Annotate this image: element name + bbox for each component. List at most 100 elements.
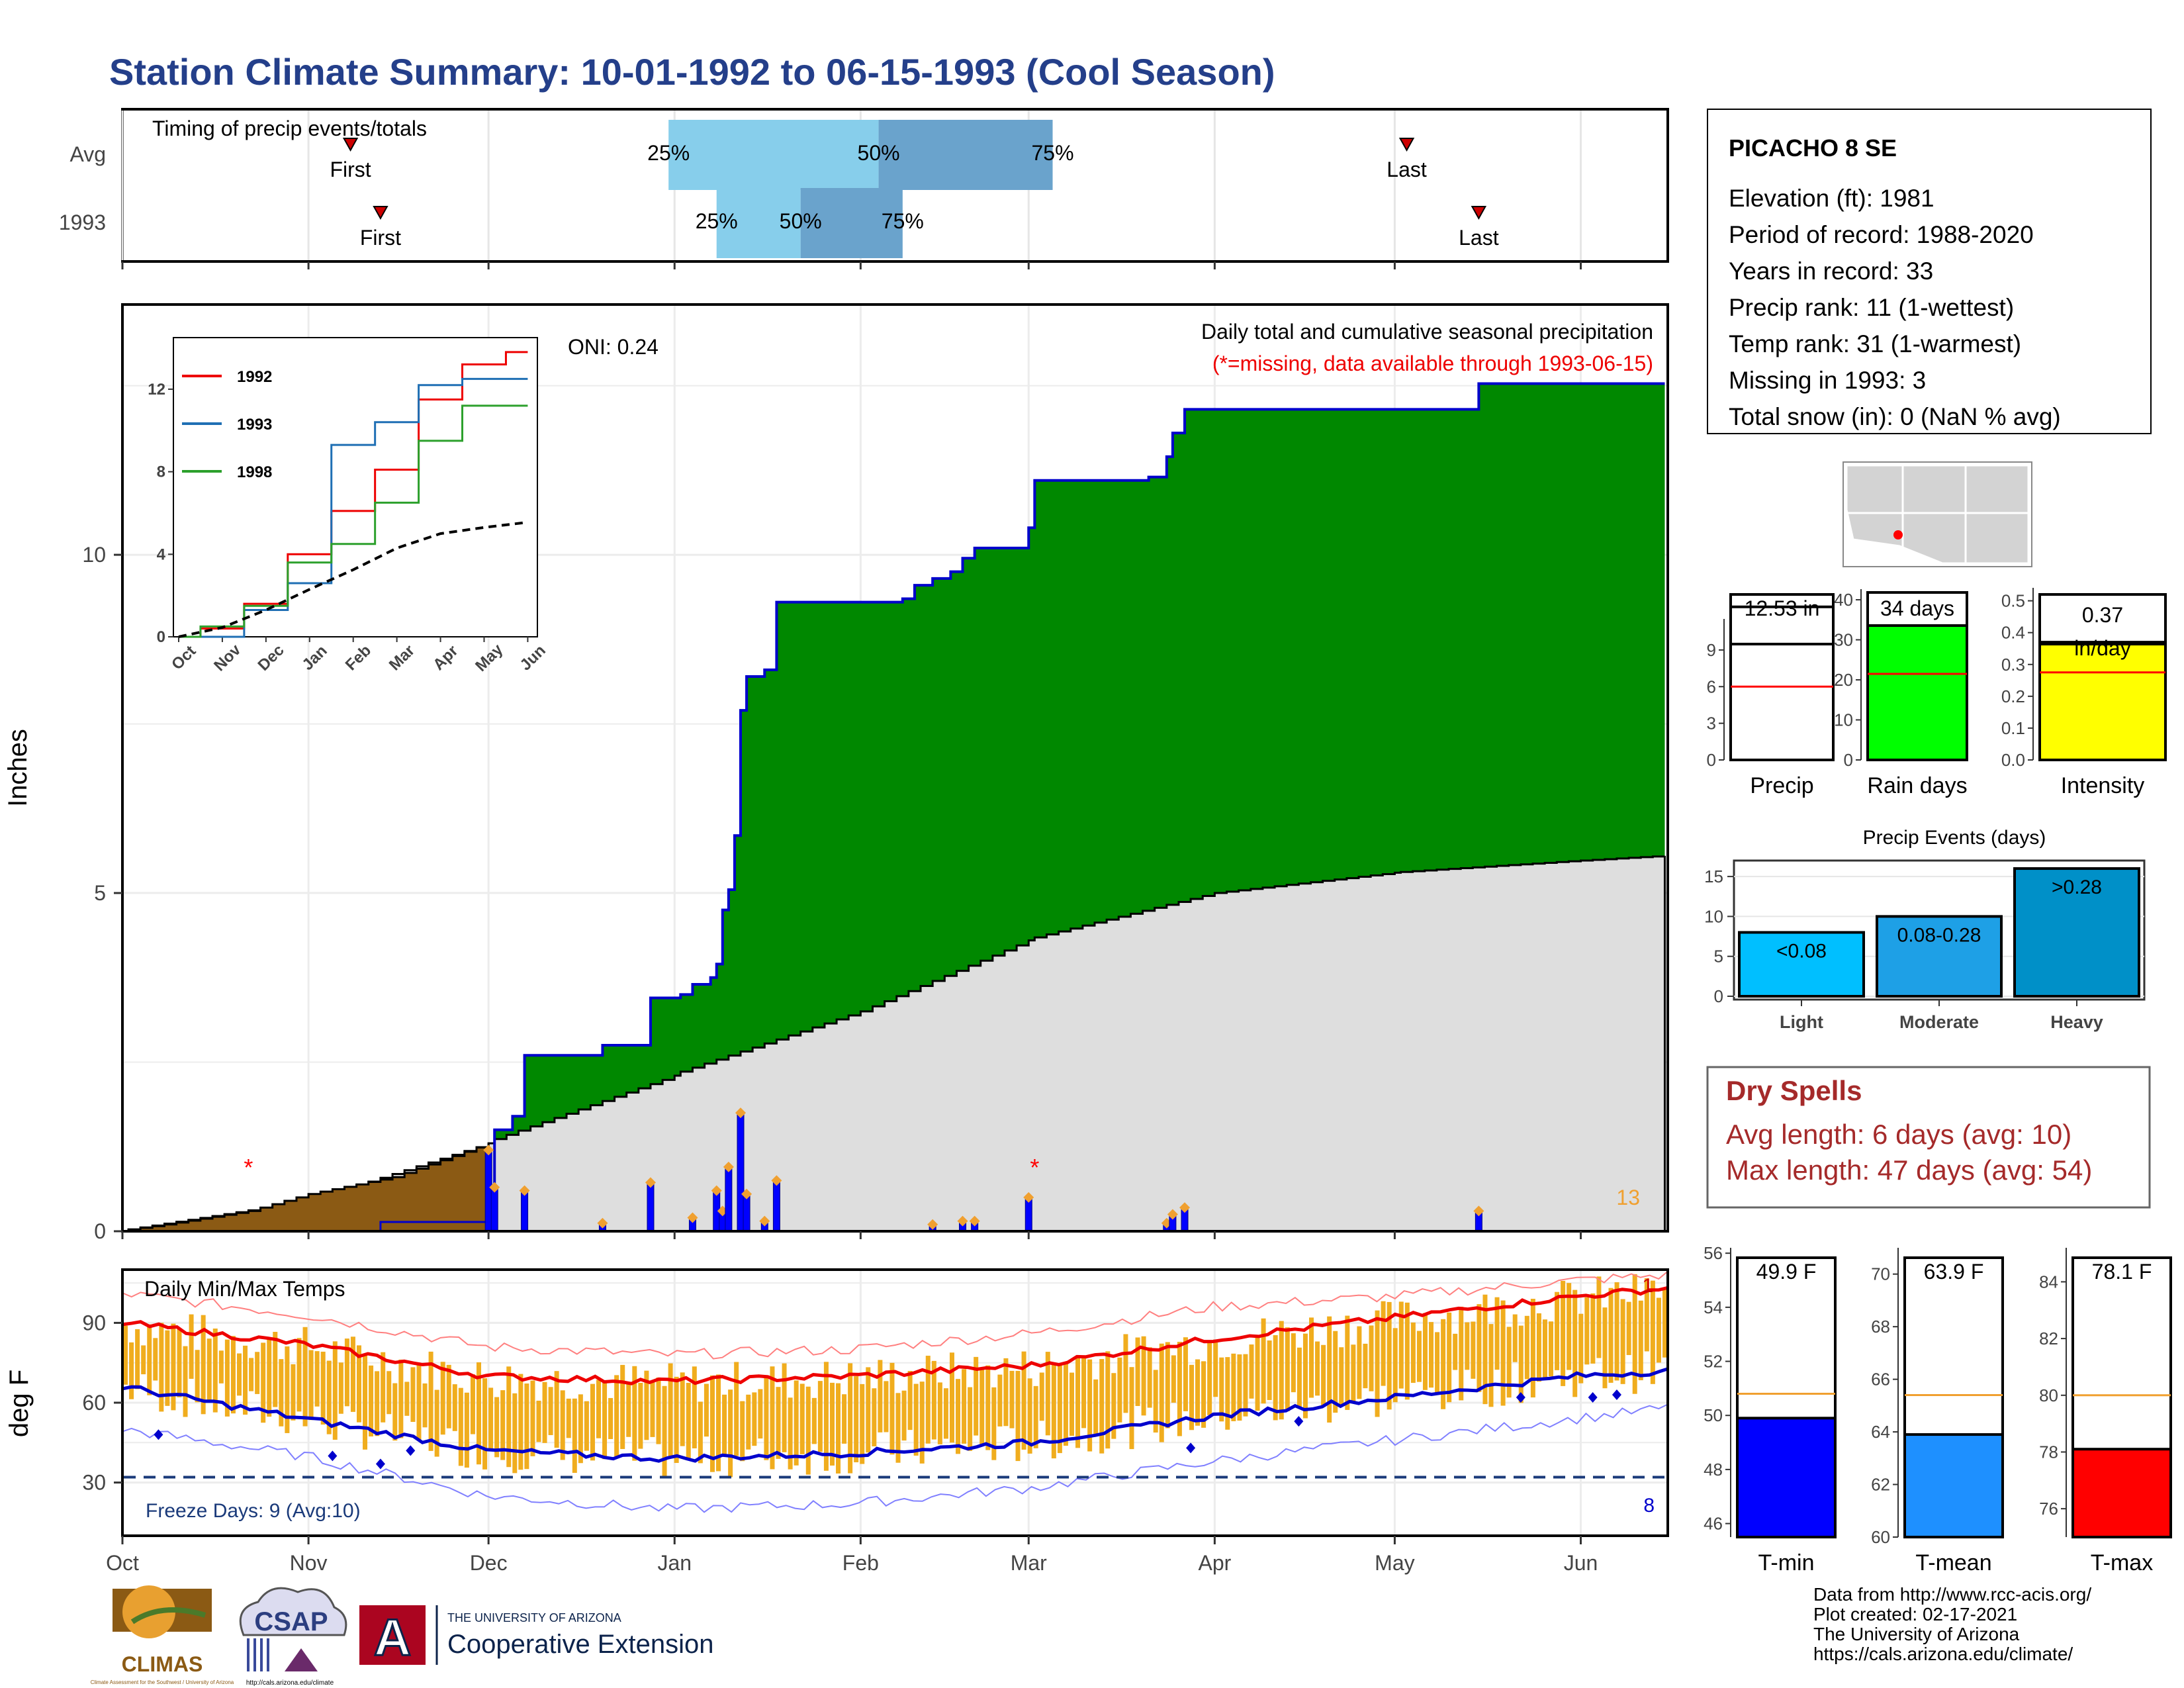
daily-temp-bar [1135, 1337, 1140, 1406]
daily-temp-bar [805, 1386, 811, 1475]
daily-temp-bar [1207, 1341, 1212, 1415]
events-tick-label: 5 [1714, 947, 1723, 966]
daily-temp-bar [494, 1397, 500, 1458]
temp-y-tick-label: 30 [82, 1471, 106, 1495]
mini-temp-tick-label: 50 [1704, 1405, 1723, 1425]
record-low-marker [328, 1450, 338, 1462]
daily-temp-bar [686, 1383, 691, 1461]
daily-precip-marker [597, 1217, 608, 1229]
daily-temp-bar [398, 1359, 404, 1438]
station-name: PICACHO 8 SE [1729, 134, 1897, 162]
daily-temp-bar [1375, 1310, 1380, 1417]
station-line: Period of record: 1988-2020 [1729, 221, 2034, 248]
daily-temp-bar [674, 1376, 679, 1464]
daily-temp-bar [476, 1362, 481, 1465]
daily-temp-bar [1003, 1358, 1009, 1427]
daily-temp-bar [1201, 1361, 1206, 1428]
daily-temp-bar [129, 1342, 134, 1399]
daily-temp-bar [1626, 1301, 1631, 1356]
timing-marks: 25% 50% 75% First Last 25% 50% 75% First Last [330, 120, 1499, 258]
month-tick-label: Jan [657, 1551, 692, 1575]
month-tick-label: Nov [290, 1551, 328, 1575]
mini-temp-bar [1903, 1433, 2004, 1539]
ua-cooperative-extension-logo: A THE UNIVERSITY OF ARIZONA Cooperative … [359, 1605, 713, 1667]
precip-layers [122, 382, 1666, 1233]
event-count-label: 13 [1616, 1186, 1640, 1209]
daily-temp-bar [452, 1384, 457, 1431]
station-line: Total snow (in): 0 (NaN % avg) [1729, 403, 2061, 430]
climas-wordmark: CLIMAS [122, 1652, 203, 1676]
daily-temp-bar [1369, 1325, 1374, 1391]
daily-temp-bar [799, 1383, 805, 1454]
q75-label: 75% [1032, 141, 1074, 165]
cumulative-precip-line [488, 382, 1665, 1233]
daily-precip-marker [927, 1219, 938, 1230]
daily-precip-marker [711, 1185, 722, 1196]
page-title: Station Climate Summary: 10-01-1992 to 0… [109, 51, 1275, 93]
avg-tmax-line [122, 1286, 1668, 1385]
daily-temp-bar [1608, 1288, 1614, 1383]
mini-precip-tick-label: 0.1 [2001, 718, 2025, 738]
ua-a-letter: A [374, 1608, 411, 1666]
daily-precip-bar [743, 1194, 751, 1232]
daily-temp-bar [530, 1380, 535, 1456]
month-tick-label: Feb [842, 1551, 879, 1575]
q50-label: 50% [858, 141, 900, 165]
daily-temp-bar [488, 1387, 494, 1452]
mini-temp-tick-label: 70 [1871, 1264, 1890, 1284]
daily-temp-bar [1123, 1334, 1128, 1413]
daily-temp-bar [506, 1366, 512, 1468]
daily-temp-bar [291, 1364, 296, 1421]
timing-row-label-1993: 1993 [59, 211, 106, 234]
precip-y-tick-label: 5 [94, 881, 106, 905]
ua-block-a-icon [359, 1605, 426, 1665]
daily-temp-bar [212, 1328, 218, 1413]
missing-markers: * * [244, 1154, 1039, 1181]
daily-temp-bar [243, 1345, 248, 1415]
daily-temp-bar [956, 1379, 961, 1454]
daily-temp-bar [1189, 1364, 1194, 1430]
daily-temp-bar [1584, 1297, 1590, 1365]
daily-temp-bar [363, 1354, 368, 1450]
temp-panel: Daily Min/Max Temps Freeze Days: 9 (Avg:… [5, 1268, 1669, 1575]
events-bar-label: >0.28 [2052, 876, 2102, 898]
daily-temp-bar [1650, 1280, 1655, 1384]
daily-temp-bar [1614, 1282, 1619, 1381]
inset-legend-label: 1992 [237, 368, 272, 386]
ua-big-text: Cooperative Extension [447, 1630, 713, 1659]
daily-temp-bar [764, 1376, 769, 1460]
daily-temp-bar [1261, 1318, 1266, 1404]
daily-temp-bar [1249, 1344, 1254, 1399]
daily-temp-bar [1404, 1302, 1410, 1400]
daily-temp-bar [464, 1392, 469, 1468]
daily-temp-bar [308, 1350, 314, 1421]
last-label: Last [1459, 226, 1499, 250]
precip-chart-title: Daily total and cumulative seasonal prec… [1201, 320, 1653, 344]
daily-temp-bar [1596, 1276, 1602, 1358]
mini-precip-bar [2038, 641, 2167, 761]
station-line: Elevation (ft): 1981 [1729, 185, 1934, 212]
daily-temp-bar [1111, 1373, 1116, 1439]
daily-temp-bar [1482, 1294, 1488, 1405]
daily-temp-bar [512, 1393, 518, 1474]
daily-temp-bar [500, 1390, 506, 1460]
quartile-box-lower [716, 188, 801, 258]
month-tick-label: May [1375, 1551, 1414, 1575]
daily-temp-bar [884, 1381, 889, 1432]
mini-temp-tick-label: 68 [1871, 1317, 1890, 1336]
mini-precip-value-label: 0.37 [2082, 603, 2123, 627]
daily-temp-bar [1015, 1370, 1021, 1462]
daily-temp-bar [823, 1362, 829, 1471]
station-line: Missing in 1993: 3 [1729, 367, 1926, 394]
daily-temp-bar [578, 1394, 583, 1464]
daily-temp-bar [878, 1360, 883, 1432]
mini-precip-axis-label: Rain days [1867, 773, 1967, 798]
daily-temp-bar [722, 1394, 727, 1456]
daily-temp-bar [644, 1370, 649, 1440]
daily-temp-bar [1567, 1283, 1572, 1370]
oni-label: ONI: 0.24 [568, 335, 659, 359]
mini-precip-bar [1729, 605, 1835, 761]
daily-temp-bar [320, 1351, 326, 1425]
daily-temp-bar [147, 1324, 152, 1395]
